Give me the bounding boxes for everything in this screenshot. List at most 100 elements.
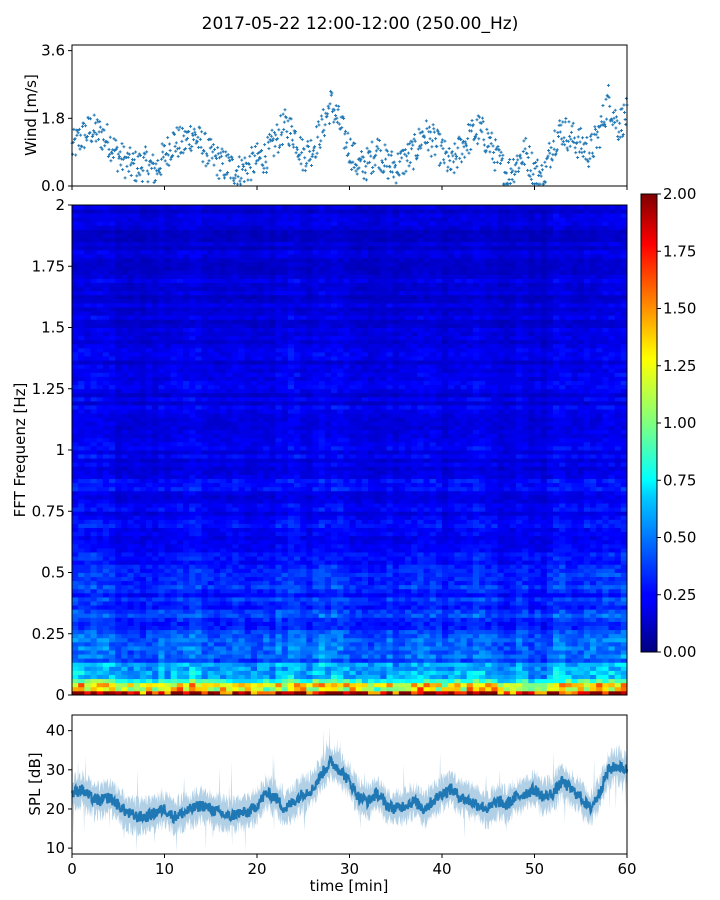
spectrogram-cell bbox=[380, 531, 387, 537]
spectrogram-cell bbox=[355, 576, 363, 582]
wind-point bbox=[538, 182, 542, 186]
spectrogram-cell bbox=[226, 633, 233, 639]
spectrogram-cell bbox=[349, 666, 357, 671]
spectrogram-cell bbox=[386, 527, 394, 533]
wind-point bbox=[364, 164, 368, 168]
spectrogram-cell bbox=[460, 556, 468, 561]
spectrogram-cell bbox=[84, 592, 91, 598]
spectrogram-cell bbox=[620, 686, 628, 692]
spectrogram-cell bbox=[343, 633, 350, 639]
spectrogram-cell bbox=[540, 527, 548, 533]
spectrogram-cell bbox=[361, 580, 369, 586]
spectrogram-cell bbox=[164, 682, 172, 688]
spectrogram-cell bbox=[287, 597, 295, 602]
spectrogram-cell bbox=[614, 637, 622, 643]
spectrogram-cell bbox=[152, 543, 159, 549]
spectrogram-cell bbox=[207, 674, 215, 680]
spectrogram-cell bbox=[516, 539, 523, 545]
spectrogram-cell bbox=[392, 523, 400, 528]
spectrogram-cell bbox=[380, 539, 387, 545]
spectrogram-cell bbox=[176, 629, 184, 635]
wind-point bbox=[480, 130, 484, 134]
spectrogram-cell bbox=[176, 617, 184, 622]
spectrogram-cell bbox=[608, 543, 616, 549]
spectrogram-cell bbox=[72, 523, 79, 528]
spectrogram-cell bbox=[72, 592, 79, 598]
spectrogram-cell bbox=[318, 515, 326, 520]
spectrogram-cell bbox=[590, 633, 597, 639]
spectrogram-cell bbox=[306, 629, 313, 635]
spectrogram-cell bbox=[553, 621, 560, 626]
spectrogram-cell bbox=[176, 682, 184, 688]
wind-point bbox=[383, 143, 387, 147]
spectrogram-cell bbox=[324, 543, 332, 549]
spectrogram-cell bbox=[244, 597, 252, 602]
spectrogram-cell bbox=[411, 666, 418, 671]
wind-point bbox=[438, 132, 442, 136]
spectrogram-cell bbox=[238, 637, 246, 643]
spectrogram-cell bbox=[448, 564, 455, 569]
spectrogram-cell bbox=[312, 584, 320, 590]
spectrogram-cell bbox=[411, 539, 418, 545]
spectrogram-cell bbox=[207, 686, 215, 692]
spectrogram-cell bbox=[614, 650, 622, 655]
spectrogram-cell bbox=[596, 637, 603, 643]
spectrogram-cell bbox=[102, 527, 110, 533]
spectrogram-cell bbox=[213, 580, 221, 586]
spectrogram-cell bbox=[232, 629, 239, 635]
spectrogram-cell bbox=[121, 605, 128, 610]
spectrogram-cell bbox=[176, 686, 184, 692]
spectrogram-cell bbox=[596, 588, 603, 594]
spectrogram-cell bbox=[516, 592, 523, 598]
spectrogram-cell bbox=[583, 597, 591, 602]
spectrogram-cell bbox=[337, 658, 344, 663]
spectrogram-cell bbox=[318, 556, 326, 561]
spectrogram-cell bbox=[479, 662, 486, 667]
spectrogram-cell bbox=[392, 568, 400, 573]
spectrogram-cell bbox=[472, 666, 480, 671]
spectrogram-cell bbox=[479, 592, 486, 598]
spectrogram-cell bbox=[380, 654, 387, 659]
spectrogram-cell bbox=[201, 556, 209, 561]
spectrogram-cell bbox=[392, 678, 400, 684]
spectrogram-cell bbox=[109, 605, 116, 610]
spectrogram-cell bbox=[139, 658, 147, 663]
spectrogram-cell bbox=[405, 646, 412, 651]
spectrogram-cell bbox=[207, 507, 215, 512]
spectrogram-cell bbox=[337, 572, 344, 577]
spectrogram-cell bbox=[343, 531, 350, 537]
spectrogram-cell bbox=[620, 539, 628, 545]
spectrogram-cell bbox=[96, 592, 104, 598]
spectrogram-cell bbox=[324, 674, 332, 680]
spectrogram-cell bbox=[207, 621, 215, 626]
spectrogram-cell bbox=[96, 629, 104, 635]
spectrogram-cell bbox=[355, 654, 363, 659]
spectrogram-cell bbox=[380, 678, 387, 684]
spectrogram-cell bbox=[361, 511, 369, 516]
spectrogram-cell bbox=[318, 654, 326, 659]
spectrogram-cell bbox=[90, 568, 98, 573]
spectrogram-cell bbox=[614, 666, 622, 671]
spectrogram-cell bbox=[522, 584, 529, 590]
spectrogram-cell bbox=[84, 584, 91, 590]
spectrogram-cell bbox=[534, 515, 542, 520]
spectrogram-cell bbox=[479, 633, 486, 639]
wind-point bbox=[552, 147, 556, 151]
spectrogram-cell bbox=[620, 674, 628, 680]
spectrogram-cell bbox=[522, 572, 529, 577]
spectrogram-cell bbox=[368, 535, 375, 541]
spectrogram-cell bbox=[583, 625, 591, 631]
spectrogram-cell bbox=[306, 621, 313, 626]
spectrogram-cell bbox=[528, 662, 535, 667]
spectrogram-cell bbox=[596, 535, 603, 541]
wind-point bbox=[116, 169, 120, 173]
wind-point bbox=[479, 121, 483, 125]
spectrogram-cell bbox=[596, 576, 603, 582]
spectrogram-cell bbox=[294, 535, 301, 541]
spectrogram-cell bbox=[90, 564, 98, 569]
spectrogram-cell bbox=[133, 650, 141, 655]
spectrogram-cell bbox=[590, 539, 597, 545]
spectrogram-cell bbox=[540, 658, 548, 663]
spectrogram-cell bbox=[226, 690, 233, 696]
spectrogram-cell bbox=[294, 646, 301, 651]
